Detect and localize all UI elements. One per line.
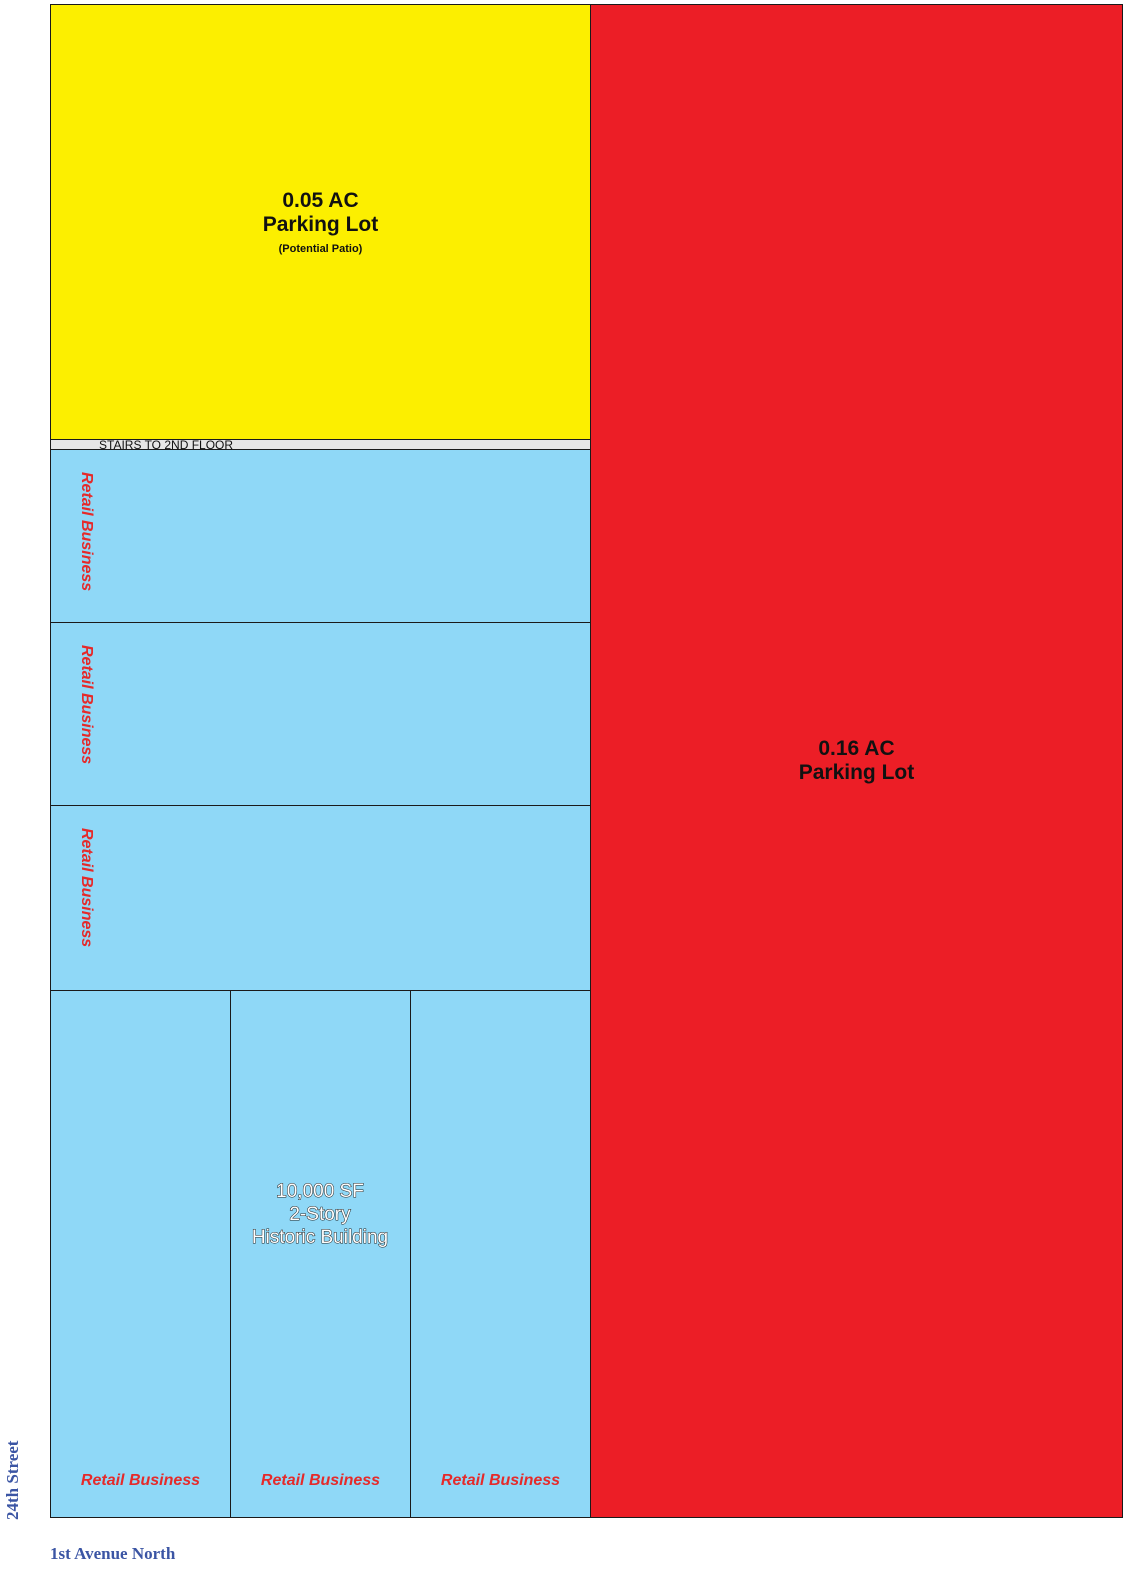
retail-unit-6: Retail Business [410,990,591,1518]
retail-unit-label: Retail Business [78,828,95,948]
street-label-south: 1st Avenue North [50,1544,176,1563]
retail-unit-1: Retail Business [50,449,591,623]
large-lot-area: 0.16 AC [818,737,895,760]
building-size: 10,000 SF [276,1181,365,1203]
street-label-west: 24th Street [3,1440,22,1520]
retail-unit-3: Retail Business [50,805,591,991]
building-type: Historic Building [251,1227,389,1249]
parking-lot-small: 0.05 AC Parking Lot (Potential Patio) [50,4,591,440]
stairs-label: STAIRS TO 2ND FLOOR [99,438,234,452]
retail-unit-label: Retail Business [260,1472,381,1489]
retail-unit-label: Retail Business [80,1472,201,1489]
small-lot-note: (Potential Patio) [278,243,363,255]
large-lot-name: Parking Lot [798,761,915,784]
small-lot-area: 0.05 AC [282,189,359,212]
building-stories: 2-Story [289,1204,351,1226]
parking-lot-large: 0.16 AC Parking Lot [590,4,1123,1518]
retail-unit-label: Retail Business [78,645,95,765]
retail-unit-5: Retail Business [230,990,411,1518]
retail-unit-label: Retail Business [440,1472,561,1489]
retail-unit-label: Retail Business [78,472,95,592]
small-lot-name: Parking Lot [262,213,379,236]
building-label: 10,000 SF 2-Story Historic Building [230,1180,410,1249]
retail-unit-2: Retail Business [50,622,591,806]
retail-unit-4: Retail Business [50,990,231,1518]
